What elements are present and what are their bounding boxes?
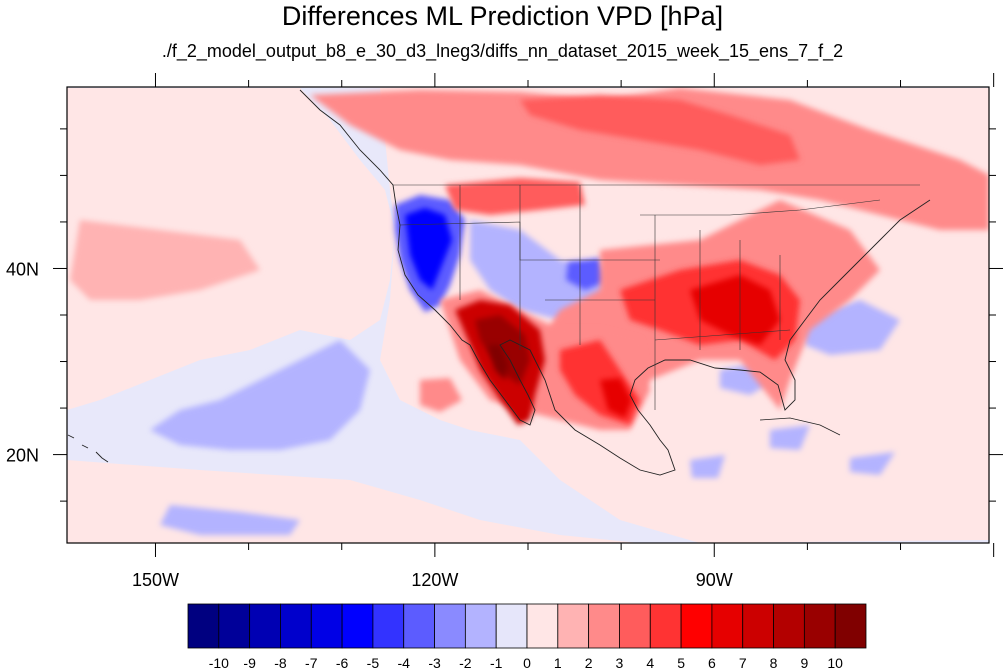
colorbar-label: 0 <box>523 655 531 671</box>
colorbar-box <box>834 603 867 649</box>
field-deepred-texas-coast <box>600 378 632 418</box>
colorbar-box <box>773 603 805 649</box>
colorbar-label: 6 <box>708 655 716 671</box>
colorbar-label: -8 <box>274 655 287 671</box>
colorbar-label: 1 <box>554 655 562 671</box>
colorbar-box <box>803 603 836 649</box>
colorbar-label: -5 <box>367 655 380 671</box>
colorbar-box <box>649 603 682 649</box>
state-borders <box>393 184 920 410</box>
colorbar-box <box>341 603 374 649</box>
colorbar-label: 3 <box>616 655 624 671</box>
x-tick-label: 90W <box>696 570 733 590</box>
x-tick-label: 120W <box>411 570 458 590</box>
map-subtitle: ./f_2_model_output_b8_e_30_d3_lneg3/diff… <box>161 41 844 61</box>
field-pink-patch-pacific <box>70 220 260 300</box>
field-blue-colorado <box>566 258 605 290</box>
colorbar-label: -2 <box>459 655 472 671</box>
colorbar: -10 -9 -8 -7 -6 -5 -4 -3 -2 -1 0 1 2 3 4 5 6 7 8 9 10 <box>187 603 867 671</box>
colorbar-box <box>187 603 220 649</box>
colorbar-label: 5 <box>677 655 685 671</box>
field-deepblue-california <box>405 208 452 290</box>
field-blue-pacific-sw <box>160 505 300 535</box>
y-tick-label: 40N <box>6 259 39 279</box>
colorbar-label: 7 <box>739 655 747 671</box>
field-darkred-baja <box>475 315 530 385</box>
colorbar-box <box>619 603 651 649</box>
colorbar-label: -6 <box>336 655 349 671</box>
colorbar-box <box>557 603 590 649</box>
field-blue-great-basin <box>470 220 610 320</box>
colorbar-label: -9 <box>243 655 256 671</box>
colorbar-box <box>742 603 774 649</box>
colorbar-label: -7 <box>305 655 318 671</box>
colorbar-label: -1 <box>490 655 503 671</box>
colorbar-label: 10 <box>827 655 843 671</box>
map-title: Differences ML Prediction VPD [hPa] <box>281 1 724 31</box>
axis-ticks: 150W 120W 90W 40N 20N <box>6 73 1003 590</box>
field-blue-pacific-south <box>150 340 370 450</box>
colorbar-label: 4 <box>646 655 654 671</box>
colorbar-box <box>249 603 281 649</box>
colorbar-box <box>310 603 343 649</box>
colorbar-box <box>280 603 312 649</box>
vpd-difference-field <box>67 87 989 543</box>
colorbar-box <box>495 603 528 649</box>
coastline-north-america <box>299 89 931 476</box>
colorbar-label: 8 <box>770 655 778 671</box>
colorbar-label: -4 <box>398 655 411 671</box>
y-tick-label: 20N <box>6 446 39 466</box>
x-tick-label: 150W <box>132 570 179 590</box>
colorbar-box <box>434 603 466 649</box>
colorbar-box <box>680 603 713 649</box>
field-blue-caribbean <box>690 425 895 478</box>
field-deepred-southeast <box>690 275 780 345</box>
colorbar-label: 2 <box>585 655 593 671</box>
colorbar-box <box>711 603 744 649</box>
colorbar-box <box>588 603 620 649</box>
colorbar-box <box>526 603 559 649</box>
colorbar-label: -10 <box>209 655 229 671</box>
colorbar-box <box>464 603 497 649</box>
colorbar-box <box>403 603 435 649</box>
colorbar-box <box>372 603 405 649</box>
field-red-canada <box>310 88 989 230</box>
colorbar-label: -3 <box>428 655 441 671</box>
field-strongred-canada <box>520 95 800 165</box>
field-pink-patch-baja-offshore <box>420 378 462 412</box>
field-strongred-nwus <box>445 178 585 215</box>
colorbar-box <box>218 603 251 649</box>
coastline-hawaii <box>67 434 109 463</box>
colorbar-label: 9 <box>800 655 808 671</box>
coastline-cuba <box>759 417 841 436</box>
field-darkred-baja-peninsula <box>488 345 508 380</box>
